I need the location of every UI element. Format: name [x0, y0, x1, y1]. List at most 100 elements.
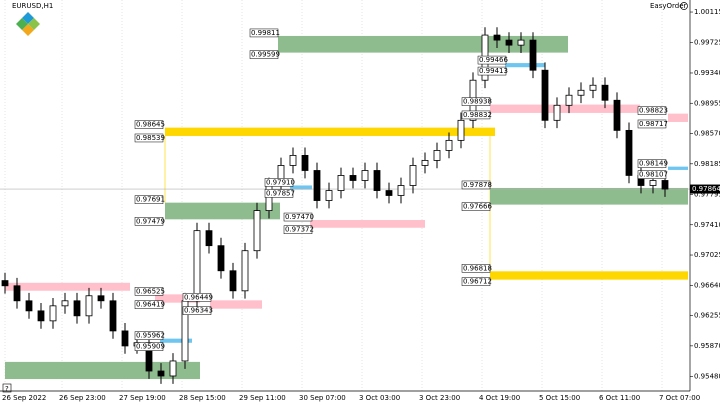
current-price-box [690, 184, 720, 194]
candle-body [541, 69, 549, 121]
price-label: 0.96419 [136, 301, 165, 309]
x-tick-label: 3 Oct 23:00 [419, 394, 460, 402]
price-label-box [134, 331, 164, 340]
y-tick-label: 0.97025 [694, 251, 720, 259]
help-box[interactable] [2, 383, 12, 393]
price-label: 0.97479 [136, 217, 165, 225]
candle-body [217, 245, 225, 272]
x-tick-label: 26 Sep 2022 [2, 394, 46, 402]
candle-body [13, 285, 21, 302]
candle-body [25, 300, 33, 312]
candle-body [157, 370, 165, 377]
candle-body [337, 175, 345, 191]
candle-body [1, 280, 9, 287]
candle-body [169, 360, 177, 377]
price-label-box [461, 202, 491, 211]
candle-body [385, 190, 393, 196]
candle-body [85, 295, 93, 317]
x-tick-label: 27 Sep 19:00 [119, 394, 166, 402]
candle-body [457, 119, 465, 141]
y-tick-label: 0.97795 [694, 190, 720, 198]
x-tick-label: 26 Sep 23:00 [59, 394, 106, 402]
price-label: 0.98107 [639, 171, 668, 179]
price-label-box [461, 180, 491, 190]
y-tick-label: 0.99725 [694, 39, 720, 47]
candle-body [613, 99, 621, 131]
price-label-box [637, 159, 667, 168]
price-label-box [134, 133, 164, 143]
x-tick-label: 28 Sep 15:00 [179, 394, 226, 402]
zone [505, 63, 545, 68]
y-tick-label: 1.00115 [694, 8, 720, 16]
zone [668, 113, 688, 122]
price-label-box [461, 97, 491, 106]
candle-body [505, 39, 513, 46]
candle-body [253, 210, 261, 252]
x-tick-label: 3 Oct 03:00 [359, 394, 400, 402]
price-label: 0.98832 [463, 111, 492, 119]
price-label: 0.96818 [463, 264, 492, 272]
candle-body [601, 84, 609, 101]
price-label-box [264, 189, 294, 198]
price-label: 0.97691 [136, 196, 165, 204]
y-tick-label: 0.98955 [694, 99, 720, 107]
price-label: 0.98539 [136, 134, 165, 142]
toolbar-label[interactable]: EasyOrder [650, 2, 687, 10]
logo [16, 12, 40, 36]
zone [210, 300, 262, 309]
zone [490, 104, 640, 113]
price-label: 0.97470 [285, 213, 314, 221]
price-label: 0.96525 [136, 287, 165, 295]
price-label: 0.96449 [184, 293, 213, 301]
candle-body [289, 154, 297, 166]
price-label: 0.98717 [639, 120, 668, 128]
candle-body [589, 84, 597, 91]
candle-body [61, 300, 69, 307]
help-label[interactable]: ? [5, 385, 9, 393]
price-label-box [134, 195, 164, 204]
candle-body [433, 150, 441, 161]
price-label-box [134, 217, 164, 226]
candle-body [625, 129, 633, 176]
candle-body [97, 295, 105, 302]
zone [165, 202, 280, 220]
candle-body [193, 230, 201, 302]
price-label-box [461, 277, 491, 286]
chart-title: EURUSD,H1 [12, 2, 53, 10]
price-label-box [477, 55, 507, 65]
price-label: 0.99413 [479, 67, 508, 75]
price-label: 0.97857 [266, 189, 295, 197]
x-tick-label: 5 Oct 15:00 [539, 394, 580, 402]
price-label-box [283, 212, 313, 222]
price-label: 0.96712 [463, 278, 492, 286]
zone [165, 127, 495, 136]
zone [310, 220, 425, 228]
price-label-box [249, 28, 279, 38]
x-tick-label: 30 Sep 07:00 [299, 394, 346, 402]
candle-body [649, 180, 657, 186]
price-label-box [134, 300, 164, 309]
candle-body [373, 170, 381, 191]
candle-body [241, 250, 249, 292]
smiley-icon [680, 2, 688, 10]
price-label-box [283, 225, 313, 234]
price-label: 0.95962 [136, 332, 165, 340]
zone [160, 338, 192, 343]
price-label-box [477, 66, 507, 76]
candle-body [577, 89, 585, 96]
y-tick-label: 0.96255 [694, 312, 720, 320]
candle-body [301, 154, 309, 171]
price-label: 0.99599 [251, 51, 280, 59]
candle-body [565, 94, 573, 106]
candle-body [493, 34, 501, 41]
candle-body [73, 300, 81, 317]
candle-body [205, 230, 213, 247]
price-label: 0.97878 [463, 181, 492, 189]
price-label: 0.98149 [639, 160, 668, 168]
x-tick-label: 29 Sep 11:00 [239, 394, 286, 402]
